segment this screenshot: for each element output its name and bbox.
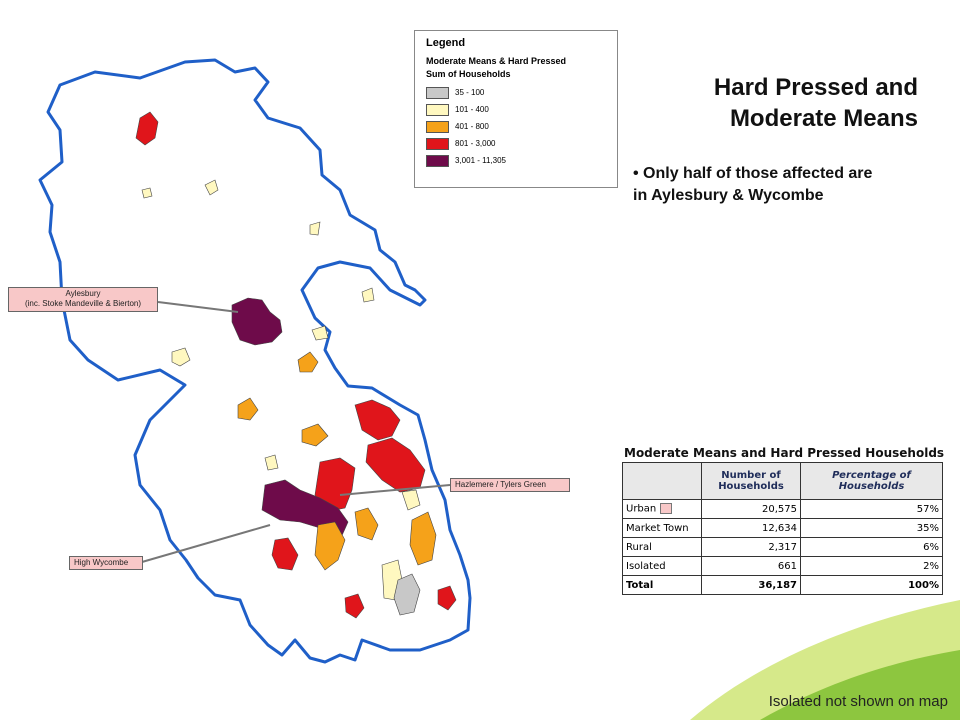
map-legend: Legend Moderate Means & Hard Pressed Sum…	[414, 30, 618, 188]
row-label: Urban	[626, 503, 657, 515]
settlement-s18	[309, 221, 321, 236]
footnote: Isolated not shown on map	[768, 693, 948, 710]
slide-title-line1: Hard Pressed and	[713, 74, 918, 101]
settlement-aylesbury	[231, 297, 283, 346]
legend-label: 101 - 400	[455, 105, 489, 114]
legend-label: 3,001 - 11,305	[455, 156, 507, 165]
table-header-households: Number of Households	[701, 462, 801, 500]
slide-title-line2: Moderate Means	[729, 105, 918, 132]
aylesbury-callout-line2: (inc. Stoke Mandeville & Bierton)	[24, 299, 142, 308]
hazlemere-leader	[339, 484, 451, 496]
table-header-blank	[622, 462, 702, 500]
settlement-s16	[204, 179, 219, 196]
aylesbury-callout-line1: Aylesbury	[65, 289, 101, 298]
legend-title: Legend	[426, 37, 466, 49]
table-header-row: Number of Households Percentage of House…	[622, 462, 943, 500]
legend-row: 801 - 3,000	[426, 135, 617, 152]
legend-row: 35 - 100	[426, 84, 617, 101]
table-header-percent: Percentage of Households	[800, 462, 943, 500]
settlement-s7	[354, 507, 379, 541]
settlement-s19	[311, 325, 329, 341]
settlement-s17	[141, 187, 153, 199]
settlement-s11	[393, 573, 421, 616]
settlement-s4	[354, 399, 401, 441]
high-wycombe-callout: High Wycombe	[69, 556, 143, 570]
legend-label: 401 - 800	[455, 122, 489, 131]
settlement-s12	[344, 593, 365, 619]
high-wycombe-callout-label: High Wycombe	[74, 558, 129, 567]
settlement-s13	[437, 585, 457, 611]
settlement-s15	[171, 347, 191, 367]
legend-rows: 35 - 100 101 - 400 401 - 800 801 - 3,000 3,0…	[426, 84, 617, 169]
settlement-s3	[301, 423, 329, 447]
households-table: Number of Households Percentage of House…	[622, 462, 943, 595]
urban-marker-icon	[660, 503, 673, 515]
aylesbury-leader	[157, 301, 239, 313]
legend-row: 3,001 - 11,305	[426, 152, 617, 169]
legend-swatch	[426, 103, 449, 116]
hazlemere-callout-label: Hazlemere / Tylers Green	[455, 480, 546, 489]
settlement-s2	[237, 397, 259, 421]
legend-subtitle-1: Moderate Means & Hard Pressed	[426, 56, 567, 66]
legend-label: 35 - 100	[455, 88, 485, 97]
aylesbury-callout: Aylesbury (inc. Stoke Mandeville & Biert…	[8, 287, 158, 312]
settlement-north-red	[135, 111, 159, 146]
legend-label: 801 - 3,000	[455, 139, 496, 148]
high-wycombe-leader	[141, 524, 271, 563]
row-label: Total	[626, 579, 654, 591]
legend-row: 101 - 400	[426, 101, 617, 118]
bullet-line2: in Aylesbury & Wycombe	[633, 187, 824, 204]
bullet-line1: • Only half of those affected are	[633, 165, 873, 182]
settlement-s9	[409, 511, 437, 566]
settlement-s6	[314, 521, 346, 571]
settlement-s8	[271, 537, 299, 571]
legend-swatch	[426, 154, 449, 167]
settlement-s14	[401, 489, 421, 511]
legend-row: 401 - 800	[426, 118, 617, 135]
row-label: Market Town	[626, 522, 689, 534]
row-label: Isolated	[626, 560, 666, 572]
row-label: Rural	[626, 541, 652, 553]
table-cell-percent: 100%	[800, 575, 943, 595]
table-row: Market Town 12,634 35%	[622, 518, 943, 538]
legend-swatch	[426, 137, 449, 150]
table-row: Isolated 661 2%	[622, 556, 943, 576]
swoosh-dark	[760, 650, 960, 720]
table-body: Urban 20,575 57% Market Town 12,634 35% Rural 2…	[622, 499, 943, 595]
legend-swatch	[426, 120, 449, 133]
table-title: Moderate Means and Hard Pressed Househol…	[624, 446, 945, 460]
legend-swatch	[426, 86, 449, 99]
settlement-s21	[361, 287, 375, 303]
table-row: Total 36,187 100%	[622, 575, 943, 595]
settlement-s20	[264, 454, 279, 471]
hazlemere-callout: Hazlemere / Tylers Green	[450, 478, 570, 492]
slide-title: Hard Pressed and Moderate Means	[714, 72, 918, 134]
settlement-s1	[297, 351, 319, 373]
legend-subtitle-2: Sum of Households	[426, 69, 511, 79]
bullet-point: • Only half of those affected are in Ayl…	[633, 163, 933, 207]
